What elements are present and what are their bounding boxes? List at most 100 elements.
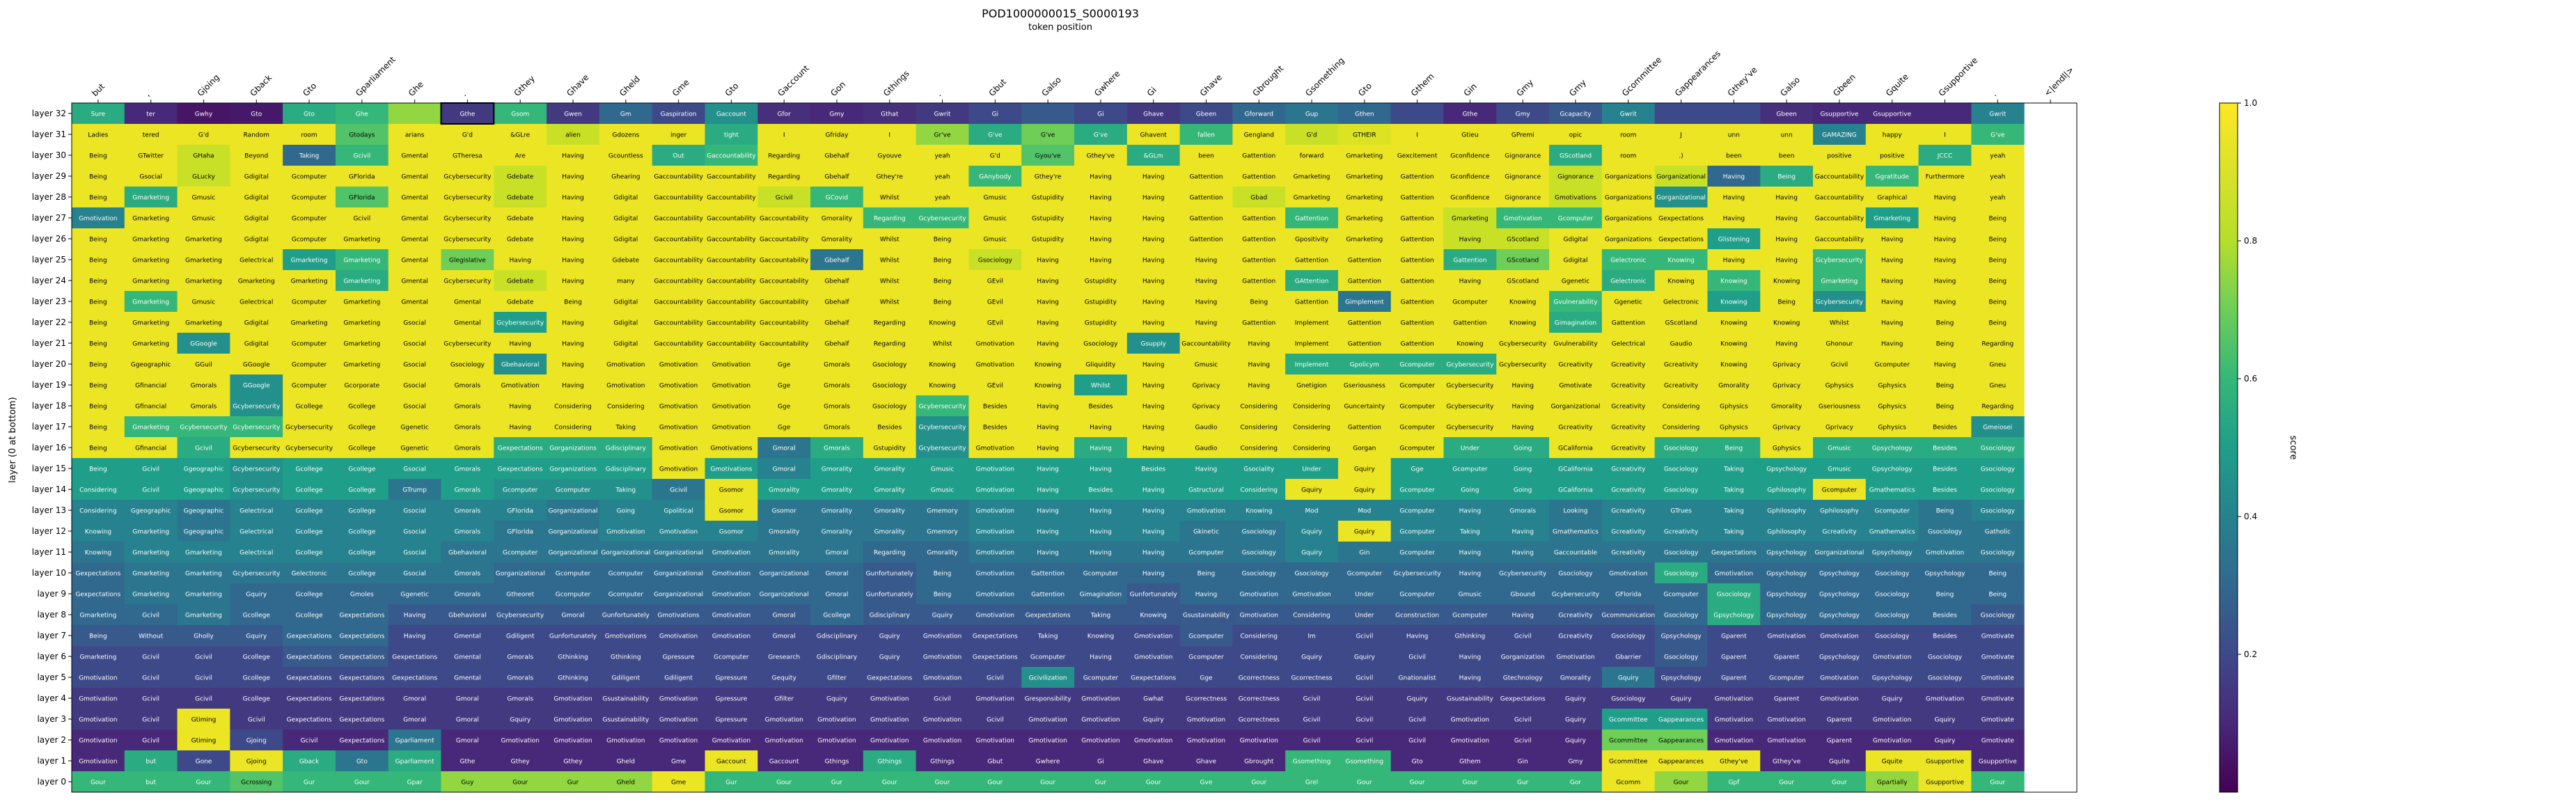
- cell-token-label: Gphilosophy: [1767, 487, 1807, 494]
- heatmap-cell: [335, 249, 389, 271]
- cell-token-label: Im: [1307, 633, 1315, 640]
- cell-token-label: Gmotivation: [1820, 696, 1858, 703]
- heatmap-cell: [1285, 771, 1339, 793]
- heatmap-cell: [599, 709, 653, 730]
- cell-token-label: Gmotivation: [1926, 696, 1964, 703]
- heatmap-cell: [1813, 521, 1867, 542]
- heatmap-cell: [916, 291, 969, 313]
- cell-token-label: Gour: [987, 780, 1003, 787]
- cell-token-label: Regarding: [874, 341, 906, 348]
- cell-token-label: Gour: [1357, 780, 1372, 787]
- cell-token-label: Having: [562, 258, 584, 265]
- heatmap-cell: [1918, 103, 1972, 125]
- cell-token-label: Gsocial: [403, 571, 426, 578]
- x-tick-label: Gappearances: [1673, 49, 1722, 98]
- cell-token-label: Gcomputer: [1399, 404, 1435, 411]
- heatmap-cell: [1021, 562, 1075, 584]
- heatmap-cell: [810, 709, 864, 730]
- cell-token-label: Gattention: [1401, 174, 1434, 181]
- heatmap-cell: [283, 458, 336, 480]
- y-tick-label: layer 16: [32, 443, 66, 452]
- cell-token-label: Being: [89, 466, 107, 473]
- heatmap-cell: [863, 479, 917, 500]
- cell-token-label: Having: [1248, 341, 1270, 348]
- heatmap-cell: [1813, 228, 1867, 250]
- cell-token-label: Gquiry: [879, 633, 901, 640]
- cell-token-label: Having: [1881, 278, 1903, 285]
- cell-token-label: Having: [1511, 425, 1534, 432]
- x-tick-label: Ghave: [1198, 72, 1224, 98]
- cell-token-label: Gjoing: [246, 759, 267, 766]
- cell-token-label: Gcomputer: [292, 299, 327, 306]
- cell-token-label: Gcivil: [1356, 675, 1373, 682]
- cell-token-label: Gmarketing: [132, 341, 169, 348]
- cell-token-label: Gbehalf: [824, 278, 849, 285]
- cell-token-label: G'd: [1306, 132, 1317, 139]
- cell-token-label: Gatholic: [1985, 529, 2011, 536]
- heatmap-cell: [810, 207, 864, 229]
- cell-token-label: Gvulnerability: [1553, 299, 1598, 306]
- cell-token-label: GCalifornia: [1558, 446, 1593, 452]
- x-tick-label: Gthey: [512, 74, 536, 98]
- cell-token-label: Having: [562, 174, 584, 181]
- heatmap-cell: [494, 312, 547, 333]
- heatmap-cell: [335, 354, 389, 375]
- cell-token-label: Having: [1142, 487, 1165, 494]
- cell-token-label: Gcomputer: [1399, 425, 1435, 432]
- cell-token-label: Gprivacy: [1192, 404, 1220, 411]
- heatmap-cell: [1918, 375, 1972, 396]
- cell-token-label: Being: [1988, 216, 2006, 223]
- heatmap-cell: [72, 166, 125, 187]
- heatmap-cell: [1337, 583, 1392, 605]
- cell-token-label: Gmotivation: [712, 633, 751, 640]
- heatmap-cell: [1654, 187, 1708, 208]
- heatmap-cell: [1865, 207, 1919, 229]
- heatmap-cell: [1126, 562, 1181, 584]
- cell-token-label: Gorganizations: [1605, 195, 1652, 202]
- cell-token-label: Gmental: [401, 153, 428, 160]
- cell-token-label: Gappearances: [1658, 738, 1704, 745]
- cell-token-label: Gsustainability: [602, 696, 650, 703]
- cell-token-label: Gthey've: [1087, 153, 1115, 160]
- cell-token-label: Gve: [1200, 780, 1213, 787]
- x-tick-label: Gsomething: [1303, 56, 1346, 98]
- heatmap-cell: [494, 667, 547, 688]
- cell-token-label: Gmotivation: [1873, 717, 1911, 724]
- cell-token-label: Having: [1459, 237, 1482, 244]
- cell-token-label: Gmotivation: [659, 466, 698, 473]
- heatmap-cell: [757, 646, 811, 668]
- heatmap-cell: [652, 249, 705, 271]
- heatmap-cell: [1865, 395, 1919, 417]
- cell-token-label: Gthey: [511, 759, 531, 766]
- cell-token-label: I: [888, 132, 890, 139]
- heatmap-cell: [1232, 270, 1286, 292]
- heatmap-cell: [177, 730, 230, 751]
- cell-token-label: Gcivil: [142, 738, 159, 745]
- heatmap-cell: [72, 458, 125, 480]
- heatmap-cell: [1443, 187, 1497, 208]
- heatmap-cell: [1549, 500, 1603, 521]
- cell-token-label: Gour: [1146, 780, 1161, 787]
- cell-token-label: Gi: [992, 111, 998, 118]
- cell-token-label: Gmotivate: [1981, 654, 2015, 661]
- heatmap-cell: [652, 124, 705, 145]
- heatmap-cell: [1021, 395, 1075, 417]
- heatmap-cell: [705, 542, 758, 563]
- cell-token-label: Besides: [1141, 466, 1165, 473]
- heatmap-cell: [652, 103, 705, 125]
- heatmap-cell: [1865, 187, 1919, 208]
- cell-token-label: Gcollege: [295, 466, 323, 473]
- heatmap-cell: [968, 646, 1022, 668]
- heatmap-cell: [1285, 166, 1339, 187]
- colorbar-tick-label: 1.0: [2244, 98, 2257, 108]
- heatmap-cell: [283, 249, 336, 271]
- cell-token-label: Implement: [1295, 341, 1329, 348]
- heatmap-cell: [1601, 124, 1656, 145]
- cell-token-label: Gcybersecurity: [443, 278, 492, 285]
- cell-token-label: Gmotivation: [976, 508, 1014, 515]
- cell-token-label: Being: [1988, 592, 2006, 599]
- heatmap-cell: [968, 395, 1022, 417]
- cell-token-label: tight: [724, 132, 739, 139]
- cell-token-label: Gto: [251, 111, 262, 118]
- heatmap-cell: [124, 667, 178, 688]
